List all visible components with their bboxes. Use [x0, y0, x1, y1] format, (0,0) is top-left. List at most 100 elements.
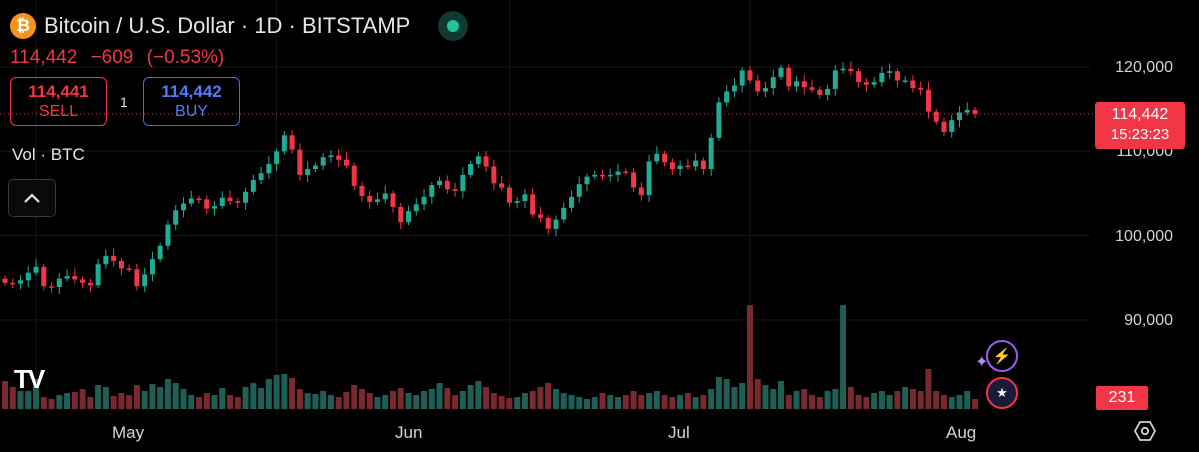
volume-bar [405, 393, 412, 409]
candle-body [188, 198, 194, 204]
collapse-button[interactable] [8, 179, 56, 217]
volume-bar [141, 391, 148, 409]
symbol-title: Bitcoin / U.S. Dollar · 1D · BITSTAMP [44, 13, 411, 38]
volume-bar [878, 391, 885, 409]
volume-bar [219, 388, 226, 409]
candle-body [654, 153, 660, 162]
candle-body [134, 269, 140, 287]
candle-body [825, 88, 831, 95]
volume-bar [428, 389, 435, 409]
candle-body [351, 165, 357, 186]
candle-body [576, 184, 582, 197]
volume-bar [816, 397, 823, 409]
volume-bar [661, 395, 668, 409]
volume-bar [607, 395, 614, 409]
candle-body [809, 87, 815, 90]
candle-body [615, 171, 621, 175]
volume-bar [692, 397, 699, 409]
volume-bar [568, 395, 575, 409]
candle-body [956, 112, 962, 121]
volume-bar [591, 397, 598, 409]
lightning-event-icon[interactable]: ⚡ [986, 340, 1018, 372]
volume-bar [886, 395, 893, 409]
volume-bar [281, 374, 288, 409]
volume-bar [770, 389, 777, 409]
candle-body [522, 194, 528, 202]
volume-bar [172, 383, 179, 409]
volume-bar [638, 395, 645, 409]
candle-body [452, 189, 458, 191]
candle-body [685, 165, 691, 168]
last-price-tag-value: 114,442 [1111, 106, 1169, 123]
buy-label: BUY [175, 103, 208, 120]
market-open-icon [438, 11, 469, 41]
settings-icon[interactable] [1134, 420, 1156, 442]
candle-body [894, 71, 900, 81]
candle-body [49, 286, 55, 288]
candle-body [499, 183, 505, 188]
candle-body [312, 165, 318, 170]
candle-body [786, 67, 792, 87]
candle-body [933, 111, 939, 122]
volume-bar [940, 395, 947, 409]
volume-bar [521, 393, 528, 409]
candle-body [506, 187, 512, 203]
volume-bar [296, 389, 303, 409]
candle-body [545, 217, 551, 229]
volume-bar [188, 395, 195, 409]
volume-bar [708, 389, 715, 409]
candle-body [227, 197, 233, 202]
candle-body [662, 153, 668, 163]
candle-body [18, 280, 24, 284]
candle-body [708, 137, 714, 170]
order-quantity[interactable]: 1 [120, 94, 128, 110]
volume-bar [855, 395, 862, 409]
sell-button[interactable]: 114,441 SELL [10, 77, 107, 126]
volume-bar [390, 391, 396, 409]
volume-bar [902, 387, 909, 409]
volume-bar [289, 378, 296, 409]
candle-body [437, 180, 443, 186]
volume-bar [684, 393, 691, 409]
volume-bar [529, 391, 536, 409]
volume-bar [739, 383, 746, 409]
us-flag-event-icon[interactable]: ★ [986, 377, 1018, 409]
x-tick-label: Jul [668, 423, 690, 442]
volume-indicator-label[interactable]: Vol · BTC [12, 145, 85, 164]
volume-bar [234, 397, 241, 409]
volume-bar [467, 385, 474, 409]
sell-label: SELL [38, 103, 79, 120]
volume-bar [312, 394, 319, 409]
volume-bar [56, 395, 63, 409]
buy-button[interactable]: 114,442 BUY [143, 77, 240, 126]
volume-bar [956, 395, 963, 409]
volume-bar [211, 395, 218, 409]
symbol-header[interactable]: ₿ Bitcoin / U.S. Dollar · 1D · BITSTAMP [10, 11, 469, 41]
candle-body [514, 201, 520, 203]
volume-bar [948, 397, 955, 409]
candle-body [413, 204, 419, 212]
volume-bar [847, 387, 854, 409]
candle-body [568, 196, 574, 208]
candle-body [406, 211, 412, 223]
volume-bar [909, 389, 916, 409]
candle-body [87, 282, 93, 286]
candle-body [421, 196, 427, 205]
volume-bar [196, 397, 202, 409]
volume-bar [265, 379, 272, 409]
candle-body [343, 159, 349, 166]
volume-bar [560, 393, 567, 409]
volume-bar [397, 388, 404, 409]
candle-body [964, 109, 970, 113]
volume-bar [925, 369, 932, 409]
volume-bar [552, 389, 559, 409]
candle-body [64, 276, 70, 279]
volume-bar [459, 391, 466, 409]
candle-body [2, 278, 8, 283]
volume-bar [576, 397, 583, 409]
y-tick-label: 90,000 [1124, 312, 1173, 329]
candle-body [592, 174, 598, 177]
tradingview-logo[interactable]: TV [14, 364, 45, 394]
volume-bar [95, 385, 102, 409]
